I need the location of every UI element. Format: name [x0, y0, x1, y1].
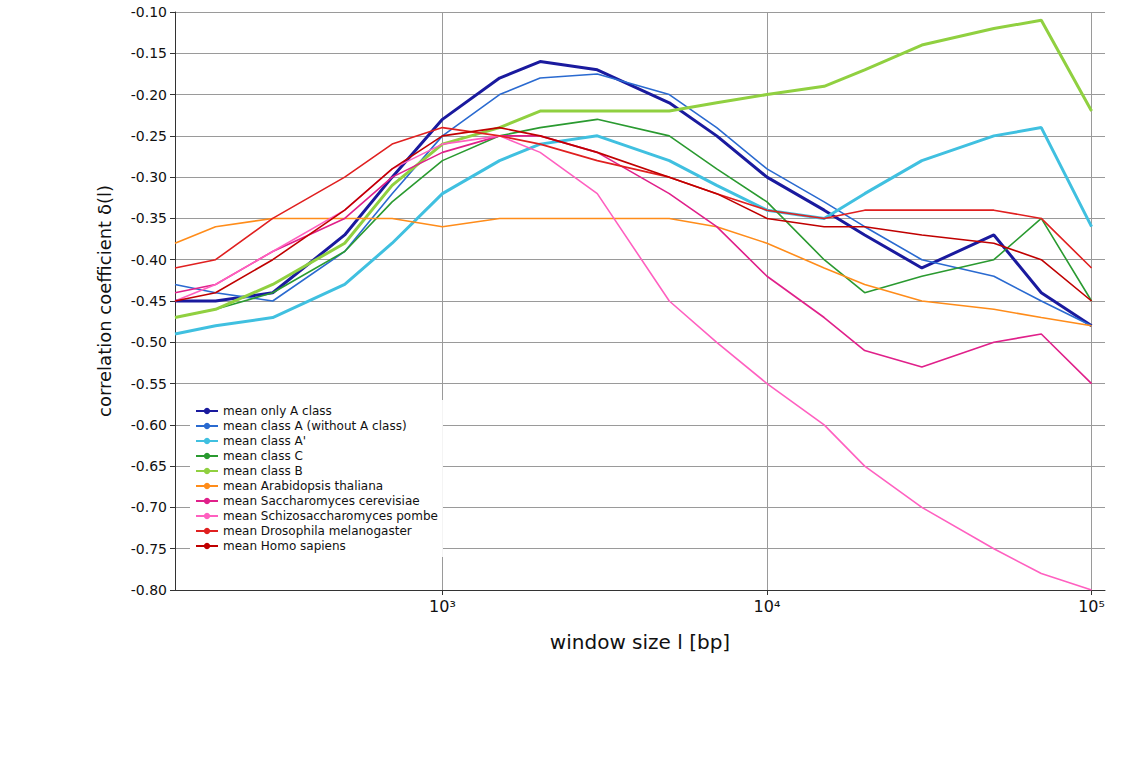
svg-text:mean Arabidopsis thaliana: mean Arabidopsis thaliana [223, 479, 383, 493]
svg-text:mean Homo sapiens: mean Homo sapiens [223, 539, 346, 553]
svg-text:correlation coefficient δ(l): correlation coefficient δ(l) [94, 185, 115, 417]
svg-text:-0.65: -0.65 [131, 458, 167, 474]
svg-text:-0.30: -0.30 [131, 169, 167, 185]
svg-text:mean Saccharomyces cerevisiae: mean Saccharomyces cerevisiae [223, 494, 420, 508]
svg-text:window size l [bp]: window size l [bp] [550, 630, 730, 654]
svg-text:mean class A': mean class A' [223, 434, 306, 448]
svg-text:-0.45: -0.45 [131, 293, 167, 309]
svg-text:-0.40: -0.40 [131, 252, 167, 268]
svg-text:-0.50: -0.50 [131, 334, 167, 350]
svg-text:mean only A class: mean only A class [223, 404, 332, 418]
svg-text:-0.70: -0.70 [131, 499, 167, 515]
svg-text:10³: 10³ [429, 597, 456, 616]
svg-text:-0.55: -0.55 [131, 376, 167, 392]
svg-text:mean class C: mean class C [223, 449, 303, 463]
svg-text:-0.80: -0.80 [131, 582, 167, 598]
svg-text:-0.10: -0.10 [131, 4, 167, 20]
svg-text:mean class B: mean class B [223, 464, 303, 478]
svg-text:-0.60: -0.60 [131, 417, 167, 433]
svg-text:-0.20: -0.20 [131, 87, 167, 103]
svg-text:-0.25: -0.25 [131, 128, 167, 144]
svg-text:mean class A (without A class): mean class A (without A class) [223, 419, 407, 433]
svg-text:-0.35: -0.35 [131, 210, 167, 226]
svg-text:10⁴: 10⁴ [754, 597, 781, 616]
svg-text:mean Schizosaccharomyces pombe: mean Schizosaccharomyces pombe [223, 509, 438, 523]
svg-text:mean Drosophila melanogaster: mean Drosophila melanogaster [223, 524, 412, 538]
svg-text:-0.15: -0.15 [131, 45, 167, 61]
svg-text:10⁵: 10⁵ [1078, 597, 1105, 616]
svg-text:-0.75: -0.75 [131, 541, 167, 557]
